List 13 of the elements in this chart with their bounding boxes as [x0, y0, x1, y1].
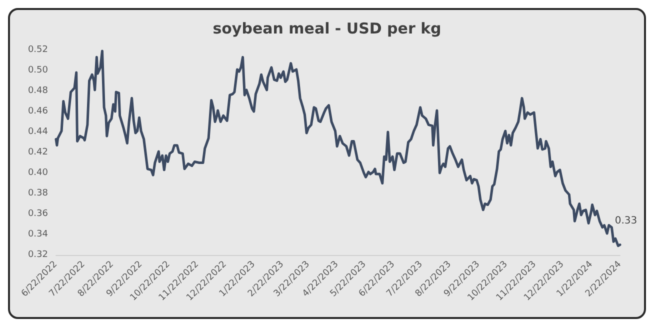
annotation: 0.33: [614, 215, 638, 226]
y-tick-label: 0.36: [28, 209, 48, 219]
y-tick-label: 0.46: [28, 106, 48, 116]
y-tick-label: 0.48: [28, 86, 48, 96]
y-tick-label: 0.44: [28, 127, 48, 137]
y-tick-label: 0.34: [28, 230, 48, 240]
y-tick-label: 0.40: [28, 168, 48, 178]
y-tick-label: 0.38: [28, 188, 48, 198]
y-tick-label: 0.50: [28, 66, 48, 76]
y-tick-label: 0.32: [28, 250, 48, 260]
chart-title: soybean meal - USD per kg: [212, 20, 442, 38]
y-tick-label: 0.42: [28, 148, 48, 158]
y-tick-label: 0.52: [28, 45, 48, 55]
